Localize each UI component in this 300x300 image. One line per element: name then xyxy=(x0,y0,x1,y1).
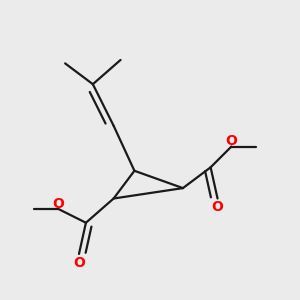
Text: O: O xyxy=(52,197,64,211)
Text: O: O xyxy=(73,256,85,270)
Text: O: O xyxy=(226,134,237,148)
Text: O: O xyxy=(212,200,224,214)
